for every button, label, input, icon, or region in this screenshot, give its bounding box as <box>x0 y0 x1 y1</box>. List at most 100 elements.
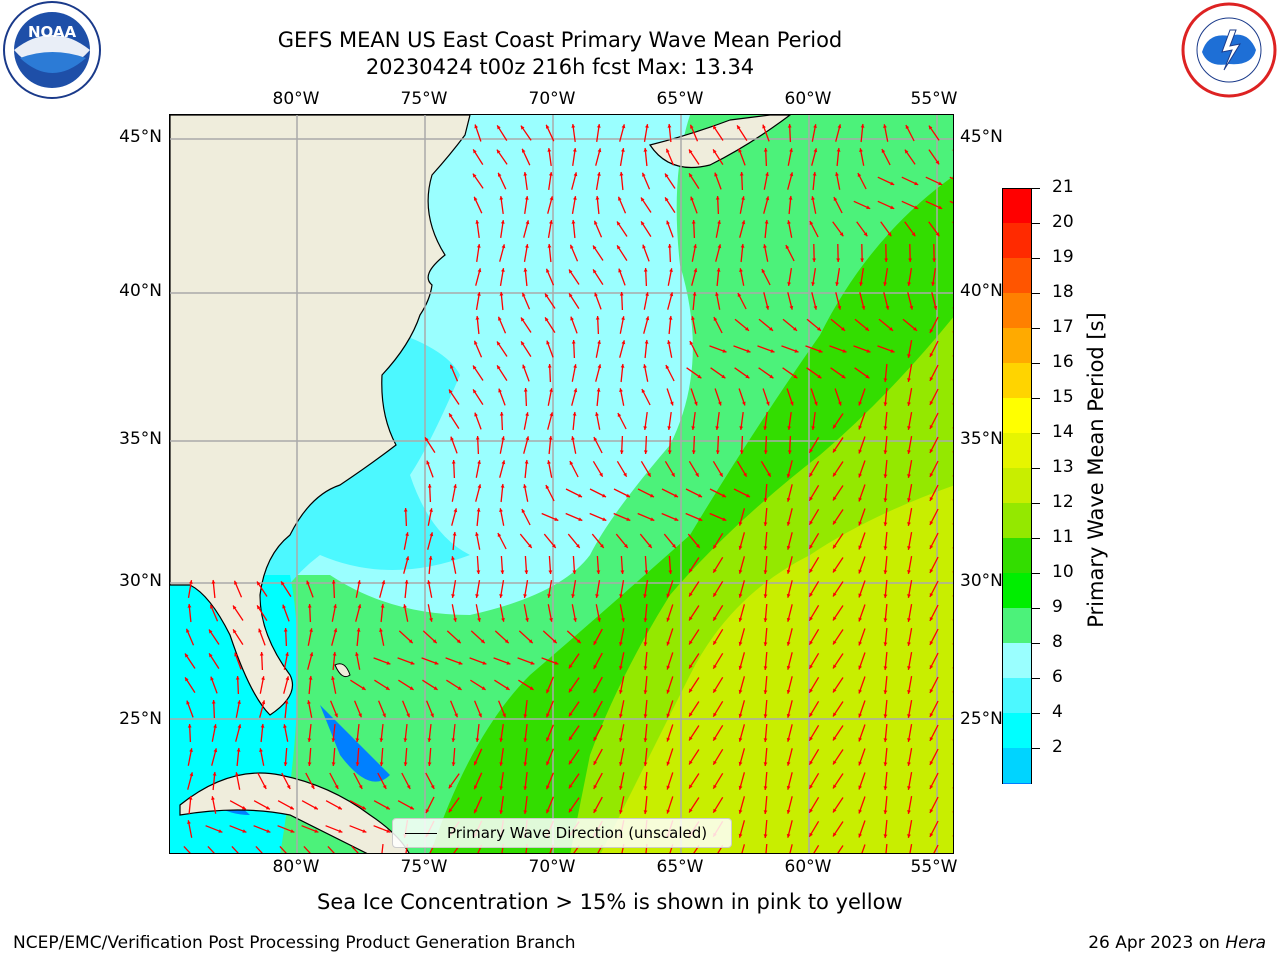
wave-direction-arrowhead <box>451 460 456 464</box>
wave-direction-arrowhead <box>691 316 695 320</box>
wave-direction-arrowhead <box>525 220 530 225</box>
wave-direction-arrowhead <box>477 484 482 489</box>
wave-direction-arrowhead <box>593 269 597 274</box>
wave-direction-arrowhead <box>569 293 573 298</box>
wave-direction-arrowhead <box>693 244 697 248</box>
wave-direction-arrowhead <box>643 762 648 766</box>
wave-direction-arrowhead <box>833 472 837 477</box>
wave-direction-arrowhead <box>500 484 505 488</box>
wave-direction-arrowhead <box>763 762 768 766</box>
wave-direction-arrowhead <box>883 426 888 430</box>
wave-direction-arrowhead <box>762 124 766 129</box>
wave-direction-arrowhead <box>722 517 727 521</box>
wave-direction-arrowhead <box>838 401 842 406</box>
wave-direction-arrowhead <box>404 580 409 584</box>
wave-direction-arrowhead <box>597 364 602 369</box>
wave-direction-arrowhead <box>666 761 671 766</box>
wave-direction-arrowhead <box>283 762 288 766</box>
wave-direction-arrowhead <box>890 205 895 209</box>
wave-direction-arrowhead <box>883 714 888 718</box>
wave-direction-arrowhead <box>907 594 911 598</box>
wave-direction-arrowhead <box>833 808 837 813</box>
wave-direction-arrowhead <box>331 580 336 584</box>
wave-direction-arrowhead <box>833 197 838 201</box>
wave-direction-arrowhead <box>595 594 599 598</box>
wave-direction-arrowhead <box>477 460 481 464</box>
wave-direction-arrowhead <box>568 688 573 693</box>
wave-direction-arrowhead <box>865 327 869 331</box>
wave-direction-arrowhead <box>929 641 934 645</box>
wave-direction-arrowhead <box>643 690 648 694</box>
wave-direction-arrow <box>952 355 953 357</box>
wave-direction-arrowhead <box>935 232 940 237</box>
wave-direction-arrowhead <box>713 592 717 597</box>
wave-direction-arrowhead <box>713 664 717 669</box>
wave-direction-arrowhead <box>763 426 768 430</box>
wave-direction-arrowhead <box>337 806 342 810</box>
wave-direction-arrowhead <box>786 689 791 694</box>
wave-direction-arrowhead <box>689 736 693 741</box>
colorbar-segment <box>1002 328 1032 363</box>
wave-direction-arrow <box>952 451 953 453</box>
wave-direction-arrowhead <box>907 378 911 382</box>
wave-direction-arrowhead <box>858 545 862 550</box>
wave-direction-arrowhead <box>525 618 529 622</box>
wave-direction-arrowhead <box>619 810 623 814</box>
wave-direction-arrowhead <box>361 806 366 810</box>
wave-direction-arrowhead <box>786 473 791 478</box>
wave-direction-arrowhead <box>689 784 693 789</box>
wave-direction-arrowhead <box>718 401 722 406</box>
colorbar-segment <box>1002 643 1032 678</box>
wave-direction-arrowhead <box>497 125 501 130</box>
wave-direction-arrowhead <box>952 619 953 621</box>
wave-direction-arrowhead <box>860 258 864 262</box>
wave-direction-arrowhead <box>572 412 577 416</box>
colorbar-tick-label: 6 <box>1052 667 1063 687</box>
wave-direction-arrowhead <box>643 268 648 272</box>
colorbar-segment <box>1002 258 1032 293</box>
wave-direction-arrowhead <box>952 307 953 309</box>
wave-direction-arrowhead <box>809 784 813 789</box>
wave-direction-arrowhead <box>406 713 410 718</box>
sea-ice-note: Sea Ice Concentration > 15% is shown in … <box>317 890 903 914</box>
wave-direction-arrowhead <box>596 388 601 392</box>
wave-direction-arrowhead <box>689 592 693 597</box>
wave-direction-arrowhead <box>952 403 953 405</box>
wave-direction-arrowhead <box>905 125 910 129</box>
wave-direction-arrowhead <box>501 244 506 249</box>
wave-direction-arrowhead <box>233 605 237 610</box>
wave-direction-arrow <box>279 845 287 853</box>
wave-direction-arrow <box>693 845 700 853</box>
wave-direction-arrowhead <box>403 738 408 742</box>
wave-direction-arrow <box>952 715 953 717</box>
wave-direction-arrowhead <box>952 739 953 741</box>
wave-direction-arrowhead <box>929 713 934 717</box>
wave-direction-arrowhead <box>619 762 623 766</box>
wave-direction-arrowhead <box>763 786 768 790</box>
wave-direction-arrowhead <box>952 763 953 765</box>
wave-direction-arrowhead <box>283 724 287 728</box>
wave-direction-arrowhead <box>713 149 717 154</box>
wave-direction-arrowhead <box>523 810 528 814</box>
wave-direction-arrowhead <box>674 493 678 498</box>
colorbar-segment <box>1002 608 1032 643</box>
wave-direction-arrowhead <box>841 327 845 331</box>
wave-direction-arrow <box>952 475 953 477</box>
wave-direction-arrowhead <box>593 808 598 813</box>
wave-direction-arrowhead <box>929 617 934 621</box>
wave-direction-arrowhead <box>738 569 743 574</box>
wave-direction-arrowhead <box>186 700 190 705</box>
wave-direction-arrowhead <box>737 125 741 130</box>
wave-direction-arrowhead <box>187 604 192 608</box>
wave-direction-arrowhead <box>743 472 747 477</box>
wave-direction-arrowhead <box>666 593 671 598</box>
wave-direction-arrowhead <box>713 784 717 789</box>
wave-direction-arrowhead <box>889 327 893 331</box>
wave-direction-arrowhead <box>212 772 217 776</box>
wave-direction-arrowhead <box>739 268 743 272</box>
wave-direction-arrowhead <box>211 700 216 704</box>
wave-direction-arrowhead <box>524 460 529 464</box>
wave-direction-arrowhead <box>793 374 798 379</box>
wave-direction-arrow <box>952 149 953 151</box>
wave-direction-arrowhead <box>713 568 717 573</box>
